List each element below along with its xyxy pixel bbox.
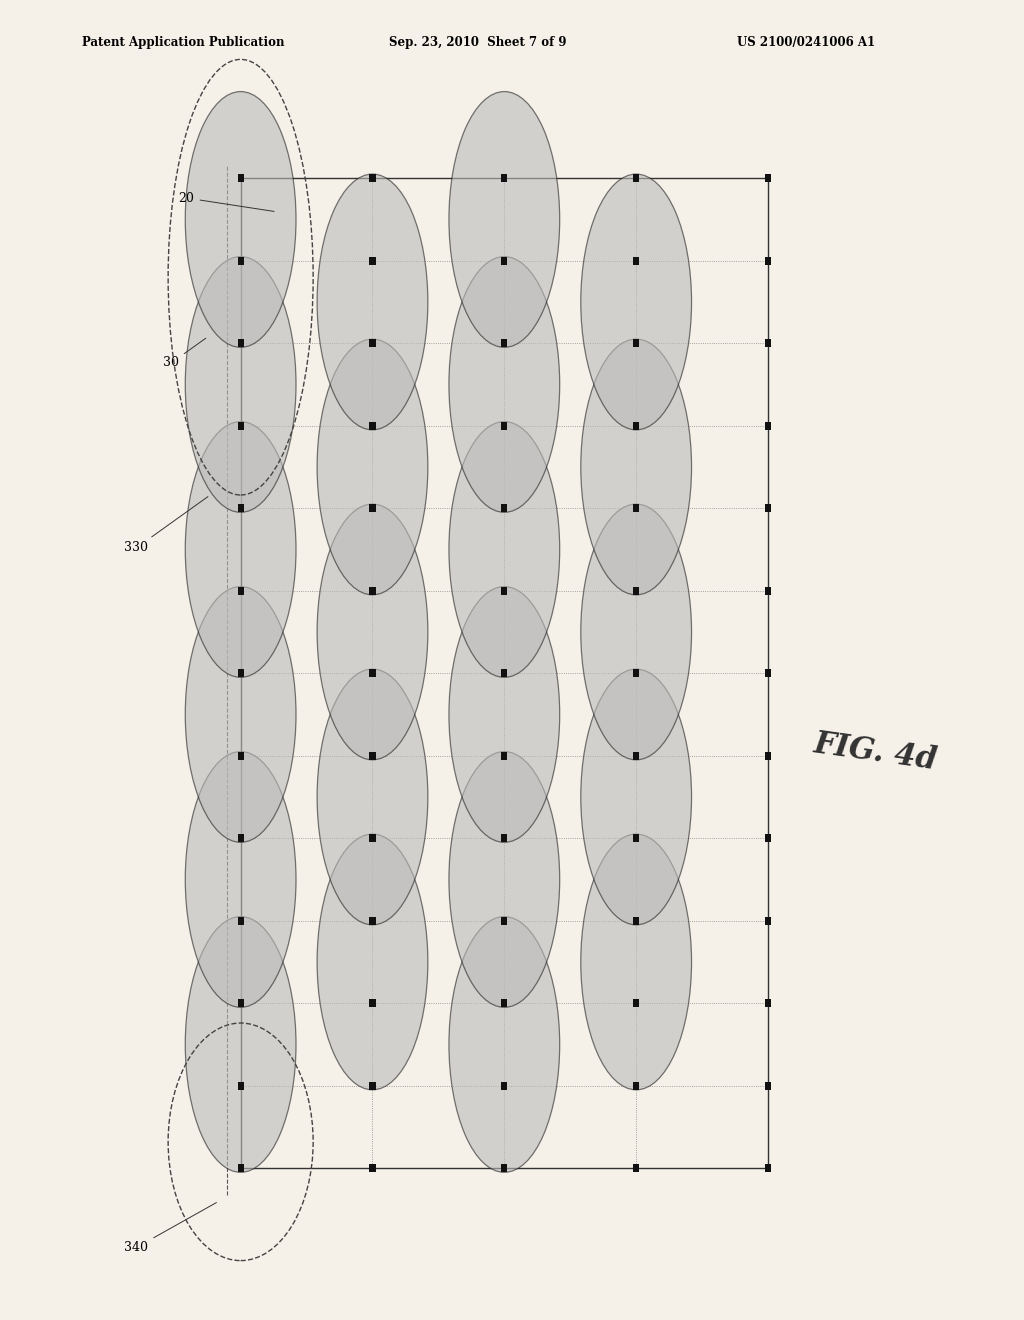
- Bar: [765, 504, 771, 512]
- Bar: [370, 339, 376, 347]
- Bar: [633, 339, 639, 347]
- Bar: [370, 586, 376, 594]
- Text: 20: 20: [178, 191, 274, 211]
- Bar: [238, 834, 244, 842]
- Bar: [633, 1164, 639, 1172]
- Bar: [765, 916, 771, 924]
- Bar: [502, 504, 508, 512]
- Bar: [633, 586, 639, 594]
- Bar: [502, 339, 508, 347]
- Bar: [765, 752, 771, 759]
- Ellipse shape: [581, 834, 691, 1090]
- Bar: [633, 669, 639, 677]
- Ellipse shape: [581, 174, 691, 430]
- Ellipse shape: [581, 669, 691, 925]
- Bar: [633, 256, 639, 264]
- Ellipse shape: [317, 669, 428, 925]
- Bar: [370, 504, 376, 512]
- Bar: [238, 1082, 244, 1090]
- Ellipse shape: [449, 586, 560, 842]
- Ellipse shape: [317, 174, 428, 430]
- Text: US 2100/0241006 A1: US 2100/0241006 A1: [737, 36, 876, 49]
- Bar: [765, 669, 771, 677]
- Ellipse shape: [185, 916, 296, 1172]
- Bar: [238, 999, 244, 1007]
- Bar: [502, 669, 508, 677]
- Bar: [502, 1164, 508, 1172]
- Bar: [238, 339, 244, 347]
- Bar: [765, 422, 771, 430]
- Bar: [370, 422, 376, 430]
- Bar: [633, 504, 639, 512]
- Bar: [765, 834, 771, 842]
- Text: Patent Application Publication: Patent Application Publication: [82, 36, 285, 49]
- Bar: [370, 174, 376, 182]
- Ellipse shape: [317, 339, 428, 595]
- Ellipse shape: [185, 751, 296, 1007]
- Bar: [238, 174, 244, 182]
- Ellipse shape: [449, 916, 560, 1172]
- Bar: [370, 1082, 376, 1090]
- Bar: [238, 752, 244, 759]
- Bar: [502, 586, 508, 594]
- Bar: [502, 916, 508, 924]
- Bar: [633, 834, 639, 842]
- Bar: [502, 174, 508, 182]
- Text: 30: 30: [163, 338, 206, 370]
- Bar: [502, 999, 508, 1007]
- Ellipse shape: [581, 339, 691, 595]
- Ellipse shape: [449, 91, 560, 347]
- Bar: [765, 999, 771, 1007]
- Ellipse shape: [449, 256, 560, 512]
- Text: Sep. 23, 2010  Sheet 7 of 9: Sep. 23, 2010 Sheet 7 of 9: [389, 36, 566, 49]
- Bar: [238, 669, 244, 677]
- Bar: [502, 752, 508, 759]
- Bar: [502, 1082, 508, 1090]
- Ellipse shape: [185, 421, 296, 677]
- Ellipse shape: [185, 91, 296, 347]
- Bar: [238, 256, 244, 264]
- Bar: [633, 752, 639, 759]
- Bar: [633, 916, 639, 924]
- Ellipse shape: [317, 504, 428, 760]
- Bar: [370, 669, 376, 677]
- Bar: [370, 752, 376, 759]
- Bar: [765, 1082, 771, 1090]
- Bar: [238, 1164, 244, 1172]
- Bar: [633, 1082, 639, 1090]
- Bar: [633, 422, 639, 430]
- Bar: [765, 1164, 771, 1172]
- Bar: [765, 586, 771, 594]
- Ellipse shape: [185, 586, 296, 842]
- Ellipse shape: [449, 421, 560, 677]
- Text: FIG. 4d: FIG. 4d: [812, 729, 939, 776]
- Bar: [370, 1164, 376, 1172]
- Ellipse shape: [581, 504, 691, 760]
- Bar: [370, 916, 376, 924]
- Bar: [370, 256, 376, 264]
- Text: 330: 330: [125, 496, 208, 554]
- Bar: [238, 504, 244, 512]
- Ellipse shape: [185, 256, 296, 512]
- Bar: [370, 999, 376, 1007]
- Bar: [502, 422, 508, 430]
- Bar: [633, 999, 639, 1007]
- Bar: [502, 256, 508, 264]
- Bar: [765, 174, 771, 182]
- Bar: [502, 834, 508, 842]
- Ellipse shape: [449, 751, 560, 1007]
- Bar: [633, 174, 639, 182]
- Bar: [370, 834, 376, 842]
- Bar: [238, 422, 244, 430]
- Text: 340: 340: [125, 1203, 216, 1254]
- Bar: [238, 916, 244, 924]
- Ellipse shape: [317, 834, 428, 1090]
- Bar: [765, 256, 771, 264]
- Bar: [238, 586, 244, 594]
- Bar: [765, 339, 771, 347]
- Bar: [241, 178, 768, 1168]
